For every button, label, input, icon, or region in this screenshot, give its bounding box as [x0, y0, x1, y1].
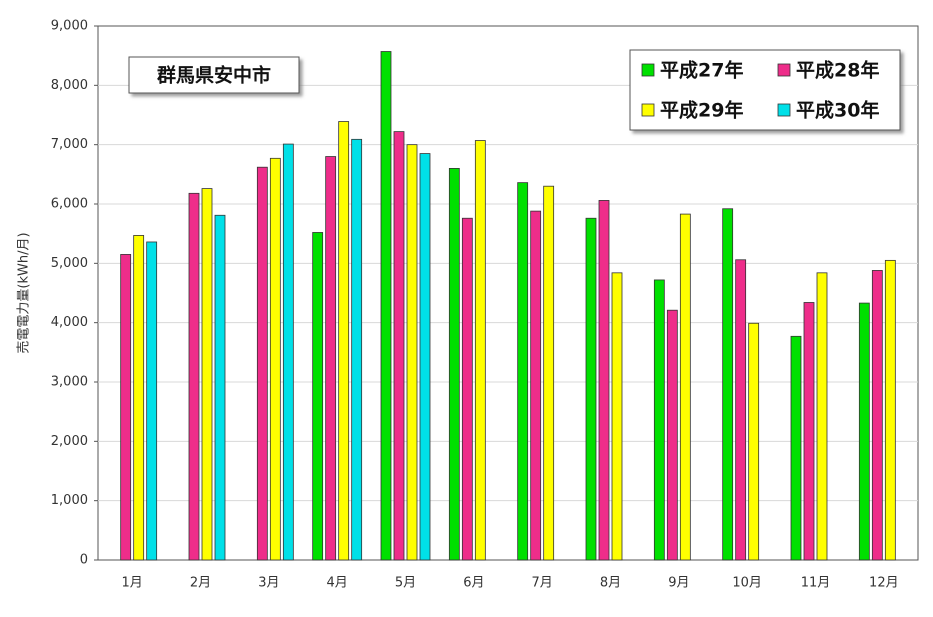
bar: [666, 309, 678, 561]
bar: [585, 217, 597, 561]
y-tick-label: 4,000: [51, 315, 88, 330]
bar: [803, 302, 815, 561]
x-tick-label: 12月: [869, 576, 899, 591]
x-tick-label: 2月: [190, 576, 211, 591]
x-tick-label: 11月: [801, 576, 831, 591]
x-tick-label: 9月: [668, 576, 689, 591]
bar: [474, 140, 486, 561]
legend-swatch: [777, 103, 791, 117]
bar: [146, 241, 158, 561]
bar: [120, 254, 132, 561]
bar: [201, 188, 213, 561]
x-tick-label: 4月: [327, 576, 348, 591]
bar: [351, 138, 363, 561]
bar: [735, 259, 747, 561]
legend-label: 平成28年: [796, 59, 879, 82]
legend-swatch: [641, 63, 655, 77]
bar: [380, 51, 392, 561]
bar: [653, 279, 665, 561]
x-tick-label: 5月: [395, 576, 416, 591]
bar: [748, 322, 760, 561]
annotation-frame: [128, 56, 300, 94]
bar: [338, 121, 350, 561]
bar: [448, 167, 460, 561]
legend-label: 平成30年: [796, 99, 879, 122]
legend-swatch: [777, 63, 791, 77]
legend-label: 平成29年: [660, 99, 743, 122]
y-tick-label: 8,000: [51, 78, 88, 93]
y-axis-label: 売電電力量(kWh/月): [16, 232, 32, 353]
bar: [543, 185, 555, 561]
x-tick-label: 10月: [732, 576, 762, 591]
bar: [269, 157, 281, 561]
bar: [871, 270, 883, 561]
bar: [530, 210, 542, 561]
y-tick-label: 5,000: [51, 256, 88, 271]
bar: [325, 156, 337, 561]
bar: [722, 208, 734, 561]
bar: [611, 272, 623, 561]
x-tick-label: 1月: [122, 576, 143, 591]
bar: [517, 182, 529, 561]
bar: [256, 166, 268, 561]
bar: [679, 213, 691, 561]
y-tick-label: 3,000: [51, 375, 88, 390]
bar: [816, 272, 828, 561]
bar: [282, 143, 294, 561]
bar: [133, 235, 145, 561]
bar: [406, 144, 418, 561]
x-tick-label: 3月: [258, 576, 279, 591]
y-tick-label: 7,000: [51, 137, 88, 152]
annotation: 群馬県安中市: [156, 64, 271, 87]
annotation-box: 群馬県安中市: [128, 56, 300, 94]
x-tick-label: 7月: [532, 576, 553, 591]
bar: [858, 302, 870, 561]
bar: [598, 200, 610, 561]
legend-frame: [629, 49, 901, 131]
bar: [214, 214, 226, 561]
x-tick-label: 6月: [463, 576, 484, 591]
legend-label: 平成27年: [660, 59, 743, 82]
bar: [790, 335, 802, 561]
bar: [884, 259, 896, 561]
y-tick-label: 6,000: [51, 197, 88, 212]
y-tick-label: 2,000: [51, 434, 88, 449]
bar: [461, 217, 473, 561]
y-tick-label: 1,000: [51, 493, 88, 508]
y-tick-label: 0: [80, 553, 88, 568]
bar: [393, 131, 405, 561]
bar: [188, 192, 200, 561]
y-tick-label: 9,000: [51, 19, 88, 34]
bar: [419, 153, 431, 561]
bar: [312, 232, 324, 561]
legend-swatch: [641, 103, 655, 117]
x-tick-label: 8月: [600, 576, 621, 591]
